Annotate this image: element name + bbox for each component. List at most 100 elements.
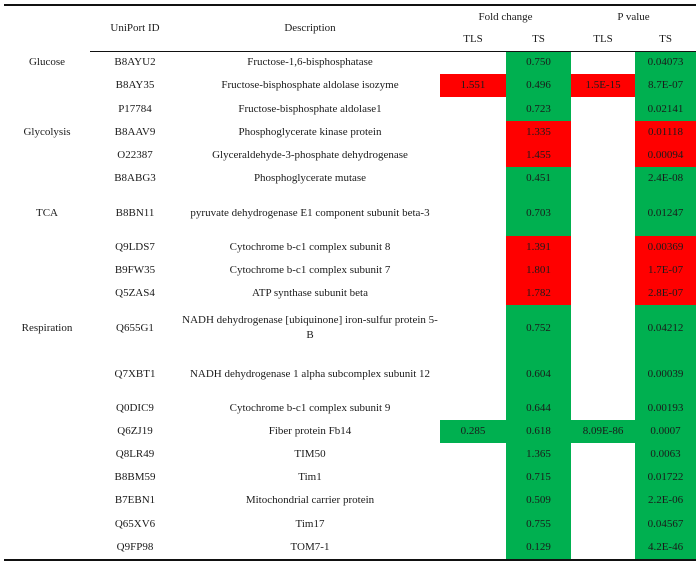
category-cell: [4, 443, 90, 466]
p-value-ts-cell: 0.04567: [635, 512, 697, 536]
p-value-ts-cell: 0.00369: [635, 236, 697, 259]
table-body: Glucose B8AYU2 Fructose-1,6-bisphosphatase…: [4, 51, 697, 561]
table-header: UniPort ID Description Fold change P val…: [4, 4, 697, 52]
p-value-tls-cell: [571, 190, 635, 236]
table-row: B8ABG3 Phosphoglycerate mutase 0.451 2.4E-0…: [4, 167, 697, 190]
fold-change-ts-cell: 0.451: [506, 167, 572, 190]
p-value-ts-cell: 4.2E-46: [635, 536, 697, 561]
description-cell: ATP synthase subunit beta: [252, 287, 368, 299]
uniprot-header: UniPort ID: [90, 4, 180, 52]
p-value-tls-cell: [571, 259, 635, 282]
fold-change-ts-cell: 1.365: [506, 443, 572, 466]
description-cell: pyruvate dehydrogenase E1 component subu…: [190, 206, 430, 219]
fold-change-ts-cell: 0.752: [506, 305, 572, 351]
fold-change-tls-cell: [440, 51, 506, 74]
table-row: Q8LR49 TIM50 1.365 0.0063: [4, 443, 697, 466]
p-value-tls-cell: 1.5E-15: [571, 74, 636, 97]
fold-change-ts-cell: 0.129: [506, 536, 572, 561]
uniprot-id-cell: B8ABG3: [114, 172, 156, 184]
p-value-ts-cell: 1.7E-07: [635, 259, 697, 282]
fold-change-ts-cell: 0.703: [506, 190, 572, 236]
description-cell: Fructose-bisphosphate aldolase1: [238, 102, 382, 115]
description-cell: Glyceraldehyde-3-phosphate dehydrogenase: [212, 149, 408, 161]
fold-change-tls-cell: [440, 190, 506, 236]
p-value-ts-cell: 0.01118: [635, 121, 697, 144]
uniprot-id-cell: B8BM59: [114, 471, 156, 483]
fold-change-header: Fold change: [440, 4, 572, 28]
fold-change-tls-header: TLS: [440, 28, 506, 52]
description-cell: TIM50: [294, 448, 326, 460]
p-value-ts-cell: 8.7E-07: [635, 74, 697, 97]
p-value-ts-cell: 2.2E-06: [635, 489, 697, 512]
description-cell: Cytochrome b-c1 complex subunit 7: [229, 264, 391, 276]
category-cell: [4, 236, 90, 259]
category-cell: [4, 420, 90, 443]
fold-change-tls-cell: [440, 236, 506, 259]
table-row: Q5ZAS4 ATP synthase subunit beta 1.782 2.8E…: [4, 282, 697, 305]
uniprot-id-cell: P17784: [118, 102, 152, 115]
uniprot-id-cell: B8AY35: [115, 79, 155, 91]
category-cell: TCA: [36, 206, 58, 219]
uniprot-id-cell: Q65XV6: [114, 517, 156, 530]
table-row: P17784 Fructose-bisphosphate aldolase1 0.7…: [4, 97, 697, 121]
fold-change-tls-cell: [440, 466, 506, 489]
fold-change-tls-cell: [440, 121, 506, 144]
description-cell: Fructose-1,6-bisphosphatase: [247, 56, 373, 69]
p-value-tls-cell: [571, 466, 635, 489]
p-value-tls-cell: [571, 397, 635, 420]
category-cell: [4, 489, 90, 512]
uniprot-id-cell: B8BN11: [115, 206, 155, 219]
fold-change-tls-cell: [440, 167, 506, 190]
category-cell: [4, 397, 90, 420]
category-cell: [4, 536, 90, 561]
category-cell: [4, 167, 90, 190]
uniprot-id-cell: B8AYU2: [114, 56, 156, 69]
table-row: TCA B8BN11 pyruvate dehydrogenase E1 compo…: [4, 190, 697, 236]
p-value-ts-cell: 0.04212: [635, 305, 697, 351]
table-row: B8BM59 Tim1 0.715 0.01722: [4, 466, 697, 489]
category-cell: [4, 282, 90, 305]
table-row: Q9FP98 TOM7-1 0.129 4.2E-46: [4, 536, 697, 561]
table-row: Respiration Q655G1 NADH dehydrogenase [ubi…: [4, 305, 697, 351]
p-value-ts-cell: 0.01247: [635, 190, 697, 236]
p-value-tls-cell: [571, 351, 635, 397]
description-cell: Cytochrome b-c1 complex subunit 8: [229, 241, 391, 253]
fold-change-tls-cell: [440, 305, 506, 351]
p-value-tls-cell: [571, 536, 636, 561]
uniprot-id-cell: Q6ZJ19: [117, 425, 153, 437]
category-cell: [4, 466, 90, 489]
p-value-tls-cell: [571, 443, 635, 466]
uniprot-id-cell: Q8LR49: [115, 448, 155, 460]
fold-change-ts-cell: 0.715: [506, 466, 572, 489]
p-value-tls-cell: [571, 489, 635, 512]
uniprot-id-cell: Q7XBT1: [114, 367, 156, 380]
p-value-ts-cell: 0.00094: [635, 144, 697, 167]
p-value-ts-cell: 2.8E-07: [635, 282, 697, 305]
fold-change-ts-cell: 0.604: [506, 351, 572, 397]
fold-change-ts-cell: 0.509: [506, 489, 572, 512]
category-cell: [4, 259, 90, 282]
p-value-ts-cell: 0.00193: [635, 397, 697, 420]
fold-change-tls-cell: [440, 259, 506, 282]
category-cell: Respiration: [21, 321, 73, 334]
p-value-ts-header: TS: [635, 28, 697, 52]
uniprot-id-cell: Q655G1: [116, 321, 154, 334]
uniprot-id-cell: Q5ZAS4: [115, 287, 155, 299]
category-cell: Glucose: [28, 56, 66, 68]
table-row: Q65XV6 Tim17 0.755 0.04567: [4, 512, 697, 536]
table-row: B8AY35 Fructose-bisphosphate aldolase iso…: [4, 74, 697, 97]
fold-change-ts-cell: 1.391: [506, 236, 572, 259]
uniprot-id-cell: B8AAV9: [114, 126, 156, 138]
fold-change-ts-cell: 0.644: [506, 397, 572, 420]
fold-change-tls-cell: [440, 489, 506, 512]
p-value-ts-cell: 0.04073: [635, 51, 697, 74]
fold-change-tls-cell: [440, 351, 506, 397]
fold-change-tls-cell: [440, 512, 506, 536]
fold-change-tls-cell: 0.285: [440, 420, 506, 443]
p-value-tls-header: TLS: [571, 28, 636, 52]
p-value-tls-cell: [571, 167, 635, 190]
category-cell: [4, 144, 90, 167]
p-value-tls-cell: [571, 121, 635, 144]
p-value-ts-cell: 0.01722: [635, 466, 697, 489]
